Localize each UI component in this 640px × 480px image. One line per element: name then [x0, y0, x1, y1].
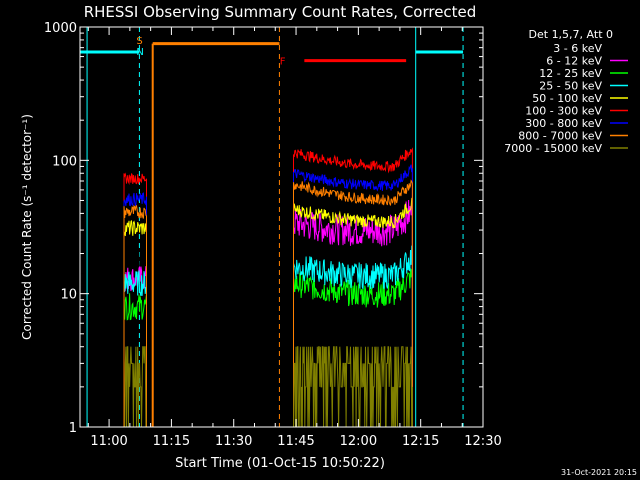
y-tick-label: 100 [52, 154, 77, 169]
series-line [293, 179, 413, 427]
flag-label: F [280, 57, 286, 68]
legend-label: 7000 - 15000 keV [504, 142, 602, 155]
flag-label: N [136, 47, 143, 58]
legend-label: 800 - 7000 keV [518, 130, 602, 143]
y-axis-label: Corrected Count Rate (s⁻¹ detector⁻¹) [20, 114, 34, 340]
series-line [293, 245, 413, 427]
series-line [123, 172, 147, 427]
chart-title: RHESSI Observing Summary Count Rates, Co… [84, 3, 477, 21]
x-axis-label: Start Time (01-Oct-15 10:50:22) [175, 456, 385, 471]
legend-label: 3 - 6 keV [553, 42, 602, 55]
series-line [293, 196, 413, 427]
x-tick-label: 12:00 [340, 434, 377, 449]
series-line [123, 293, 147, 427]
x-tick-label: 12:15 [402, 434, 439, 449]
x-tick-label: 11:00 [90, 434, 127, 449]
legend-label: 50 - 100 keV [532, 92, 602, 105]
y-tick-label: 1000 [44, 21, 77, 36]
series-lines [123, 147, 413, 428]
x-tick-label: 11:30 [215, 434, 252, 449]
x-axis: 11:00 11:15 11:30 11:45 12:00 12:15 12:30 [87, 27, 502, 449]
series-line [293, 164, 413, 427]
y-tick-label: 1 [69, 421, 77, 436]
legend-label: 25 - 50 keV [539, 80, 602, 93]
y-axis: 1 10 100 1000 [44, 21, 483, 436]
series-line [293, 346, 413, 428]
plot-area: SNF 11:00 11:15 11:30 11:45 12:00 12:15 12:30 … [44, 21, 502, 449]
series-line [123, 270, 147, 427]
series-line [123, 192, 147, 427]
series-line [293, 147, 413, 427]
plot-frame [79, 26, 484, 428]
legend-label: 100 - 300 keV [525, 105, 602, 118]
series-line [123, 220, 147, 427]
series-line [293, 173, 413, 427]
x-tick-label: 11:15 [153, 434, 190, 449]
footer-date: 31-Oct-2021 20:15 [561, 468, 637, 477]
x-tick-label: 12:30 [464, 434, 501, 449]
y-tick-label: 10 [60, 288, 77, 303]
series-line [123, 204, 147, 427]
legend-label: 6 - 12 keV [546, 55, 602, 68]
legend-title: Det 1,5,7, Att 0 [529, 28, 613, 41]
x-tick-label: 11:45 [277, 434, 314, 449]
legend-label: 300 - 800 keV [525, 117, 602, 130]
flag-label: S [136, 36, 142, 47]
series-line [293, 199, 413, 427]
series-line [124, 346, 147, 428]
legend-label: 12 - 25 keV [539, 67, 602, 80]
series-line [293, 268, 413, 427]
